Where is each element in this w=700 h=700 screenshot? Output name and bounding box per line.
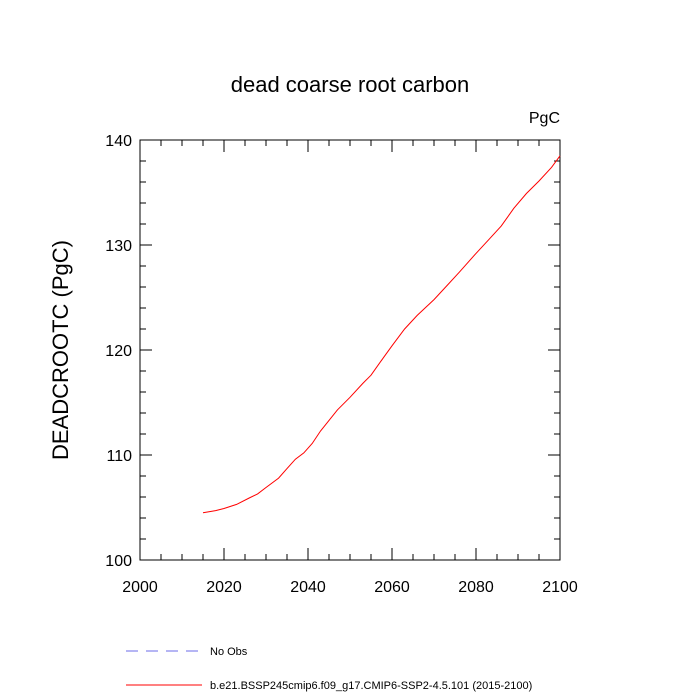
x-tick-label: 2100: [542, 579, 578, 596]
legend-label-ssp245: b.e21.BSSP245cmip6.f09_g17.CMIP6-SSP2-4.…: [210, 680, 532, 692]
units-label: PgC: [529, 110, 560, 127]
y-tick-label: 110: [106, 448, 132, 465]
legend-label-no-obs: No Obs: [210, 646, 248, 658]
x-tick-label: 2080: [458, 579, 494, 596]
legend: No Obs b.e21.BSSP245cmip6.f09_g17.CMIP6-…: [126, 646, 532, 692]
plot-area: [202, 155, 561, 514]
axis-tick-labels: 2000 2020 2040 2060 2080 2100 100 110 120 130 140: [105, 133, 578, 596]
y-tick-label: 100: [105, 553, 132, 570]
axis-ticks: [139, 139, 561, 561]
chart-title: dead coarse root carbon: [231, 72, 470, 97]
plot-frame: [139, 139, 561, 561]
y-axis-label: DEADCROOTC (PgC): [48, 240, 73, 460]
x-tick-label: 2040: [290, 579, 326, 596]
series-line-0: [202, 155, 561, 514]
y-tick-label: 120: [105, 343, 132, 360]
x-tick-label: 2000: [122, 579, 158, 596]
x-tick-label: 2020: [206, 579, 242, 596]
y-tick-label: 130: [105, 238, 132, 255]
x-tick-label: 2060: [374, 579, 410, 596]
y-tick-label: 140: [105, 133, 132, 150]
